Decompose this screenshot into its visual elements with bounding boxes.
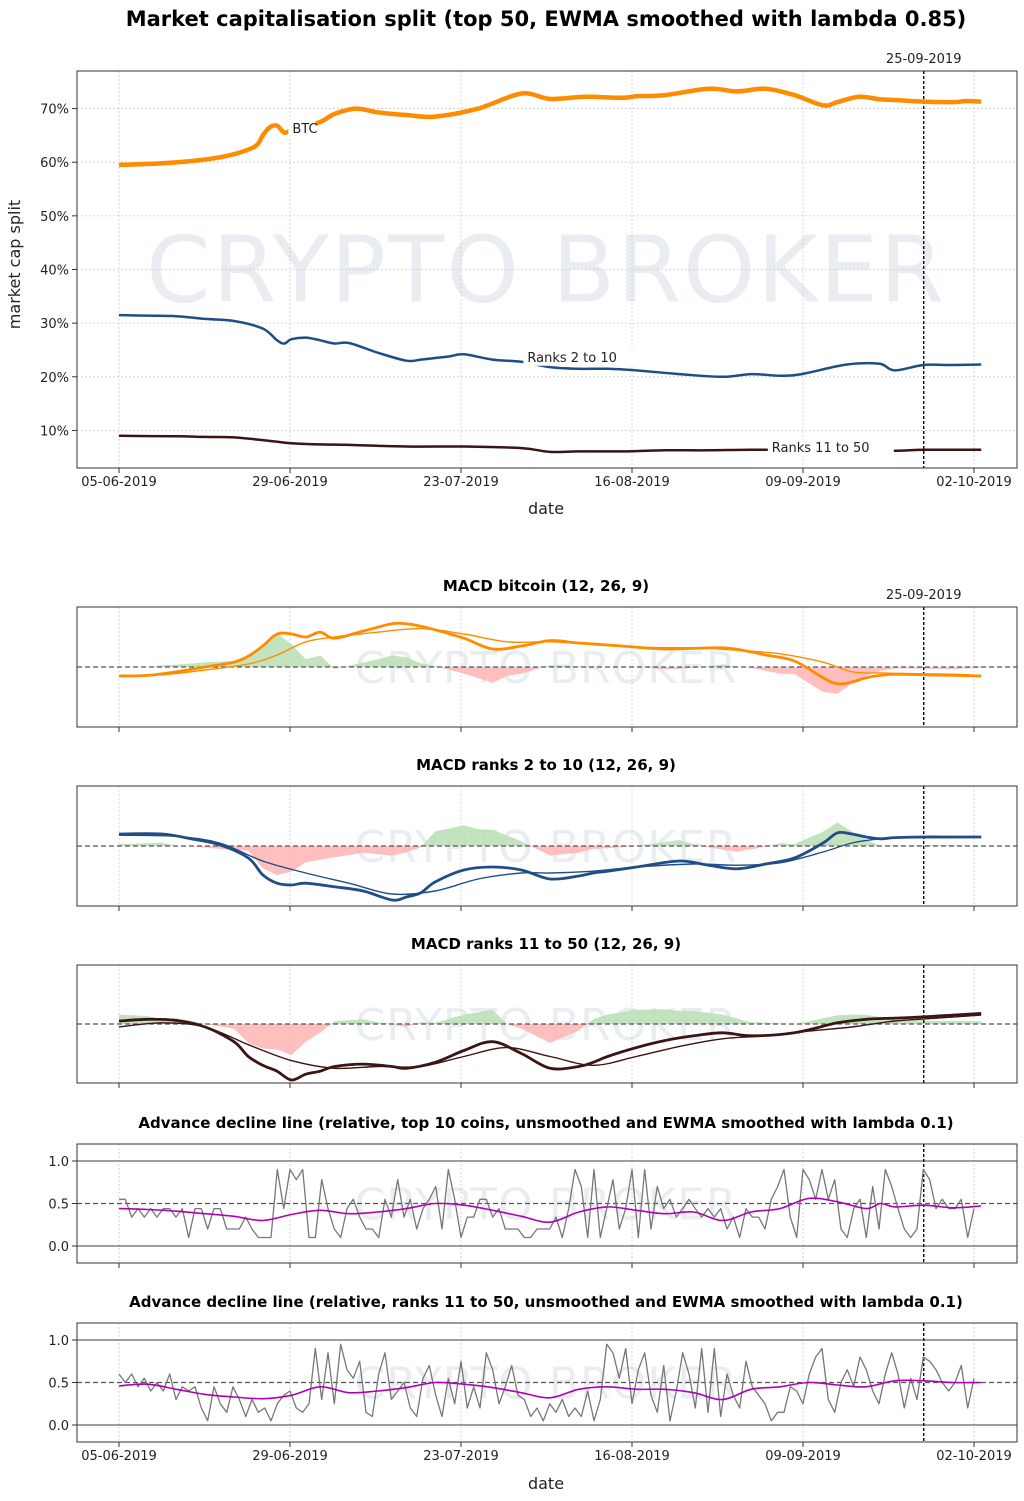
macd_r11_50-histogram-negative — [119, 1024, 982, 1056]
market_cap_split-x-tick-label: 09-09-2019 — [765, 475, 841, 490]
market_cap_split-y-tick-label: 70% — [40, 103, 69, 118]
adl_top10-y-tick-label: 0.5 — [48, 1198, 69, 1213]
adl_r11_50-x-tick-label: 05-06-2019 — [81, 1449, 157, 1464]
market_cap_split-x-tick-label: 02-10-2019 — [936, 475, 1012, 490]
macd_btc-histogram-negative — [119, 667, 982, 694]
adl_top10-unsmoothed-line — [119, 1168, 975, 1239]
series-label-ranks-2-to-10: Ranks 2 to 10 — [527, 351, 617, 366]
adl_r11_50-watermark: CRYPTO BROKER — [354, 1359, 737, 1410]
series-line-ranks-2-to-10 — [118, 313, 982, 379]
market_cap_split-x-axis-label: date — [528, 499, 564, 518]
market_cap_split-y-tick-label: 40% — [40, 264, 69, 279]
adl_top10-ewma-line — [118, 1197, 982, 1224]
market_cap_split-y-tick-label: 60% — [40, 156, 69, 171]
macd_r11_50-signal-line — [118, 1014, 982, 1070]
market_cap_split-x-tick-label: 29-06-2019 — [252, 475, 328, 490]
market_cap_split-y-axis-label: market cap split — [5, 200, 24, 329]
macd_r2_10-signal-line — [118, 834, 982, 896]
market_cap_split-x-tick-label: 16-08-2019 — [594, 475, 670, 490]
macd_r2_10-histogram-negative — [119, 846, 982, 876]
series-label-btc: BTC — [292, 122, 317, 137]
adl_r11_50-title: Advance decline line (relative, ranks 11… — [129, 1293, 963, 1311]
macd_r11_50-frame — [76, 964, 1018, 1084]
series-label-bg — [288, 119, 316, 138]
macd_btc-frame — [76, 606, 1018, 728]
macd_btc-title: MACD bitcoin (12, 26, 9) — [443, 577, 649, 595]
adl_r11_50-x-axis-label: date — [528, 1474, 564, 1493]
market_cap_split-title: Market capitalisation split (top 50, EWM… — [126, 7, 967, 31]
macd_r11_50-macd-line — [118, 1012, 982, 1082]
adl_r11_50-ewma-line — [118, 1379, 982, 1401]
adl_r11_50-x-tick-label: 16-08-2019 — [594, 1449, 670, 1464]
market_cap_split-watermark: CRYPTO BROKER — [146, 217, 946, 324]
adl_top10-y-tick-label: 1.0 — [48, 1155, 69, 1170]
market_cap_split-y-tick-label: 50% — [40, 210, 69, 225]
adl_r11_50-x-tick-label: 02-10-2019 — [936, 1449, 1012, 1464]
series-line-btc — [118, 86, 982, 168]
adl_r11_50-x-tick-label: 23-07-2019 — [423, 1449, 499, 1464]
adl_r11_50-x-tick-label: 29-06-2019 — [252, 1449, 328, 1464]
market_cap_split-y-tick-label: 30% — [40, 317, 69, 332]
series-label-ranks-11-to-50: Ranks 11 to 50 — [772, 441, 870, 456]
macd_r2_10-macd-line — [118, 830, 982, 902]
adl_r11_50-x-tick-label: 09-09-2019 — [765, 1449, 841, 1464]
adl_top10-y-tick-label: 0.0 — [48, 1240, 69, 1255]
adl_r11_50-y-tick-label: 1.0 — [48, 1334, 69, 1349]
adl_r11_50-y-tick-label: 0.5 — [48, 1377, 69, 1392]
macd_r2_10-frame — [76, 785, 1018, 907]
adl_r11_50-y-tick-label: 0.0 — [48, 1419, 69, 1434]
adl_top10-frame — [76, 1143, 1018, 1264]
market_cap_split-frame — [76, 70, 1018, 469]
macd_btc-macd-line — [118, 621, 982, 686]
macd_r2_10-title: MACD ranks 2 to 10 (12, 26, 9) — [416, 756, 676, 774]
market_cap_split-x-tick-label: 23-07-2019 — [423, 475, 499, 490]
series-label-bg — [767, 437, 894, 456]
market_cap_split-x-tick-label: 05-06-2019 — [81, 475, 157, 490]
market_cap_split-y-tick-label: 20% — [40, 371, 69, 386]
adl_r11_50-frame — [76, 1322, 1018, 1443]
macd_btc-date-marker-label: 25-09-2019 — [886, 588, 962, 603]
adl_top10-title: Advance decline line (relative, top 10 c… — [138, 1114, 953, 1132]
macd_r11_50-title: MACD ranks 11 to 50 (12, 26, 9) — [411, 935, 681, 953]
market_cap_split-y-tick-label: 10% — [40, 424, 69, 439]
macd_btc-histogram-positive — [119, 633, 982, 667]
macd_r11_50-histogram-positive — [119, 1009, 982, 1024]
adl_r11_50-unsmoothed-line — [118, 1343, 975, 1422]
market_cap_split-y-axis: 10% 20% 30% 40% 50% 60% 70% — [40, 103, 1017, 439]
market_cap_split-date-marker-label: 25-09-2019 — [886, 52, 962, 67]
series-label-bg — [523, 347, 641, 366]
